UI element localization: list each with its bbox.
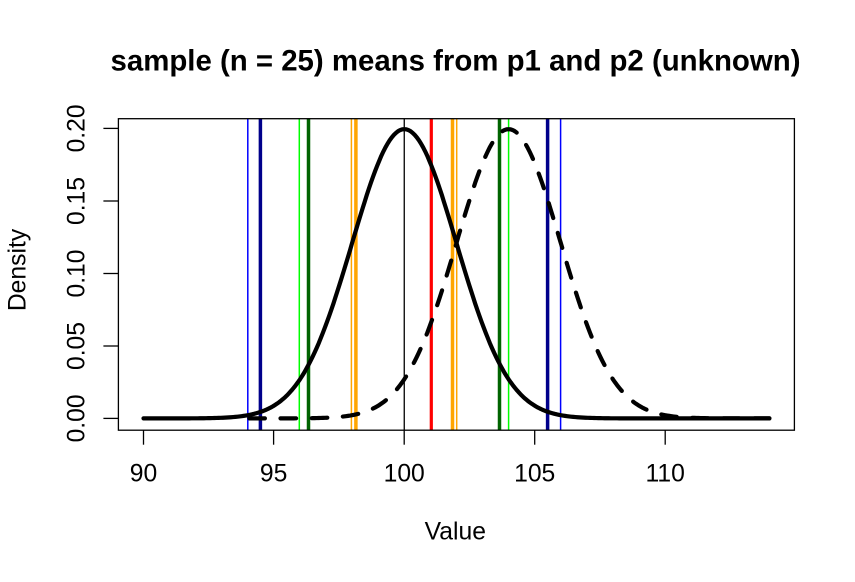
svg-text:105: 105 (514, 461, 555, 488)
svg-text:0.20: 0.20 (64, 104, 91, 152)
svg-text:0.10: 0.10 (64, 249, 91, 297)
svg-text:0.00: 0.00 (64, 394, 91, 442)
svg-text:110: 110 (646, 461, 685, 488)
svg-text:sample (n = 25) means from p1: sample (n = 25) means from p1 and p2 (un… (111, 45, 801, 78)
svg-text:95: 95 (260, 461, 287, 488)
svg-text:Density: Density (5, 228, 32, 311)
svg-text:0.05: 0.05 (64, 322, 91, 370)
svg-text:90: 90 (130, 461, 157, 488)
svg-text:0.15: 0.15 (64, 177, 91, 225)
svg-text:100: 100 (384, 461, 425, 488)
svg-text:Value: Value (425, 518, 486, 545)
